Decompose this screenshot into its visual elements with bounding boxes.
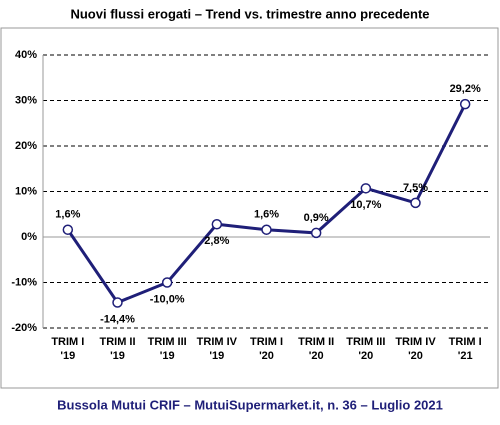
y-tick-label: 40% bbox=[15, 49, 37, 61]
y-tick-label: -10% bbox=[11, 276, 37, 288]
data-point bbox=[310, 227, 322, 239]
x-tick-label: TRIM III bbox=[346, 336, 385, 348]
x-tick-label: '19 bbox=[110, 350, 125, 362]
chart-title: Nuovi flussi erogati – Trend vs. trimest… bbox=[70, 6, 429, 21]
x-tick-label: '20 bbox=[309, 350, 324, 362]
x-tick-label: '20 bbox=[408, 350, 423, 362]
data-point bbox=[459, 98, 471, 110]
y-tick-label: 20% bbox=[15, 140, 37, 152]
data-point bbox=[211, 219, 223, 230]
data-point bbox=[410, 197, 421, 209]
chart-frame bbox=[0, 27, 499, 389]
data-point bbox=[360, 183, 372, 194]
x-tick-label: TRIM IV bbox=[395, 336, 436, 348]
x-tick-label: '21 bbox=[458, 350, 473, 362]
data-point bbox=[112, 297, 123, 308]
x-tick-label: TRIM III bbox=[148, 336, 187, 348]
data-label: 1,6% bbox=[254, 209, 279, 221]
x-tick-label: '20 bbox=[358, 350, 373, 362]
data-label: 29,2% bbox=[450, 83, 481, 95]
y-tick-label: 10% bbox=[15, 185, 37, 197]
data-label: -14,4% bbox=[100, 313, 135, 325]
x-tick-label: TRIM II bbox=[298, 336, 334, 348]
data-label: 1,6% bbox=[55, 209, 80, 221]
data-point bbox=[261, 224, 272, 235]
y-tick-label: 0% bbox=[21, 231, 37, 243]
data-label: 7,5% bbox=[403, 182, 428, 194]
y-tick-label: 30% bbox=[15, 94, 37, 106]
y-tick-label: -20% bbox=[11, 322, 37, 334]
x-tick-label: TRIM I bbox=[51, 336, 84, 348]
x-tick-label: TRIM II bbox=[99, 336, 135, 348]
x-tick-label: '19 bbox=[60, 350, 75, 362]
source-note: Bussola Mutui CRIF – MutuiSupermarket.it… bbox=[57, 397, 443, 412]
x-tick-label: TRIM I bbox=[250, 336, 283, 348]
data-label: 10,7% bbox=[350, 199, 381, 211]
x-tick-label: TRIM I bbox=[449, 336, 482, 348]
x-tick-label: '19 bbox=[160, 350, 175, 362]
x-tick-label: '19 bbox=[209, 350, 224, 362]
x-tick-label: TRIM IV bbox=[197, 336, 238, 348]
data-point bbox=[161, 277, 173, 288]
data-label: -10,0% bbox=[150, 293, 185, 305]
series-line bbox=[66, 103, 467, 305]
data-label: 2,8% bbox=[204, 235, 229, 247]
data-label: 0,9% bbox=[304, 212, 329, 224]
x-tick-label: '20 bbox=[259, 350, 274, 362]
data-point bbox=[62, 224, 74, 235]
